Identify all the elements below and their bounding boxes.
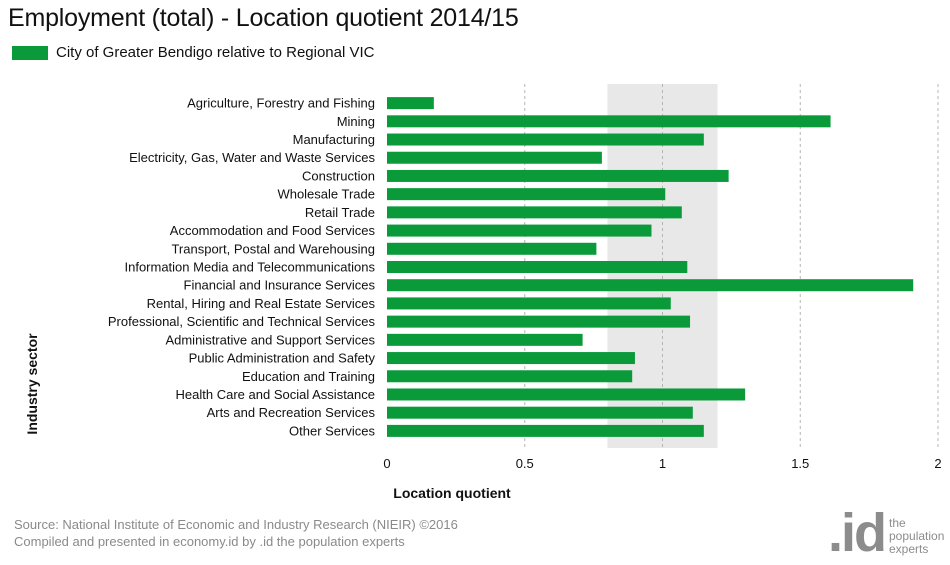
category-label-11: Rental, Hiring and Real Estate Services [147, 296, 376, 311]
category-label-10: Financial and Insurance Services [184, 278, 376, 293]
category-label-1: Mining [337, 114, 375, 129]
bar-6 [387, 206, 682, 219]
x-tick-label-0: 0 [383, 456, 390, 471]
category-label-3: Electricity, Gas, Water and Waste Servic… [129, 150, 375, 165]
category-label-2: Manufacturing [293, 132, 375, 147]
bar-0 [387, 97, 434, 110]
logo-text-line-3: experts [889, 542, 929, 556]
category-label-17: Arts and Recreation Services [207, 405, 376, 420]
y-axis-label: Industry sector [24, 333, 40, 435]
legend: City of Greater Bendigo relative to Regi… [12, 44, 375, 61]
bar-13 [387, 333, 583, 346]
bar-18 [387, 424, 704, 437]
category-label-8: Transport, Postal and Warehousing [171, 241, 375, 256]
bar-15 [387, 370, 633, 383]
category-label-4: Construction [302, 168, 375, 183]
x-tick-label-4: 2 [934, 456, 941, 471]
category-label-14: Public Administration and Safety [189, 351, 376, 366]
category-label-16: Health Care and Social Assistance [176, 387, 375, 402]
bar-chart: Agriculture, Forestry and Fishing Mining M… [24, 84, 942, 501]
bar-17 [387, 406, 693, 419]
category-label-5: Wholesale Trade [277, 187, 375, 202]
legend-swatch [12, 45, 48, 60]
logo-text: the population experts [889, 517, 944, 556]
bar-2 [387, 133, 704, 146]
bar-8 [387, 242, 597, 255]
bar-16 [387, 388, 746, 401]
bar-14 [387, 352, 635, 365]
category-label-13: Administrative and Support Services [165, 332, 375, 347]
logo-text-line-1: the [889, 516, 906, 530]
logo-text-line-2: population [889, 529, 945, 543]
bar-12 [387, 315, 691, 328]
bar-11 [387, 297, 671, 310]
category-label-18: Other Services [289, 423, 375, 438]
bar-1 [387, 115, 831, 128]
x-tick-label-3: 1.5 [791, 456, 809, 471]
bar-7 [387, 224, 652, 237]
bar-5 [387, 188, 666, 201]
bar-4 [387, 169, 729, 182]
bar-10 [387, 279, 914, 292]
logo-mark: .id [828, 503, 887, 563]
x-tick-label-2: 1 [659, 456, 666, 471]
bar-9 [387, 261, 688, 273]
category-label-15: Education and Training [242, 369, 375, 384]
category-label-12: Professional, Scientific and Technical S… [108, 314, 376, 329]
category-label-9: Information Media and Telecommunications [124, 260, 375, 275]
id-logo: .id the population experts [828, 503, 944, 563]
source-line-2: Compiled and presented in economy.id by … [14, 534, 405, 549]
category-label-6: Retail Trade [305, 205, 375, 220]
legend-label: City of Greater Bendigo relative to Regi… [56, 44, 375, 61]
x-tick-label-1: 0.5 [516, 456, 534, 471]
source-line-1: Source: National Institute of Economic a… [14, 517, 458, 532]
chart-title: Employment (total) - Location quotient 2… [8, 4, 519, 32]
bar-3 [387, 151, 602, 164]
category-label-0: Agriculture, Forestry and Fishing [187, 96, 375, 111]
category-label-7: Accommodation and Food Services [170, 223, 376, 238]
x-axis-label: Location quotient [393, 485, 511, 501]
source-note: Source: National Institute of Economic a… [14, 516, 458, 550]
